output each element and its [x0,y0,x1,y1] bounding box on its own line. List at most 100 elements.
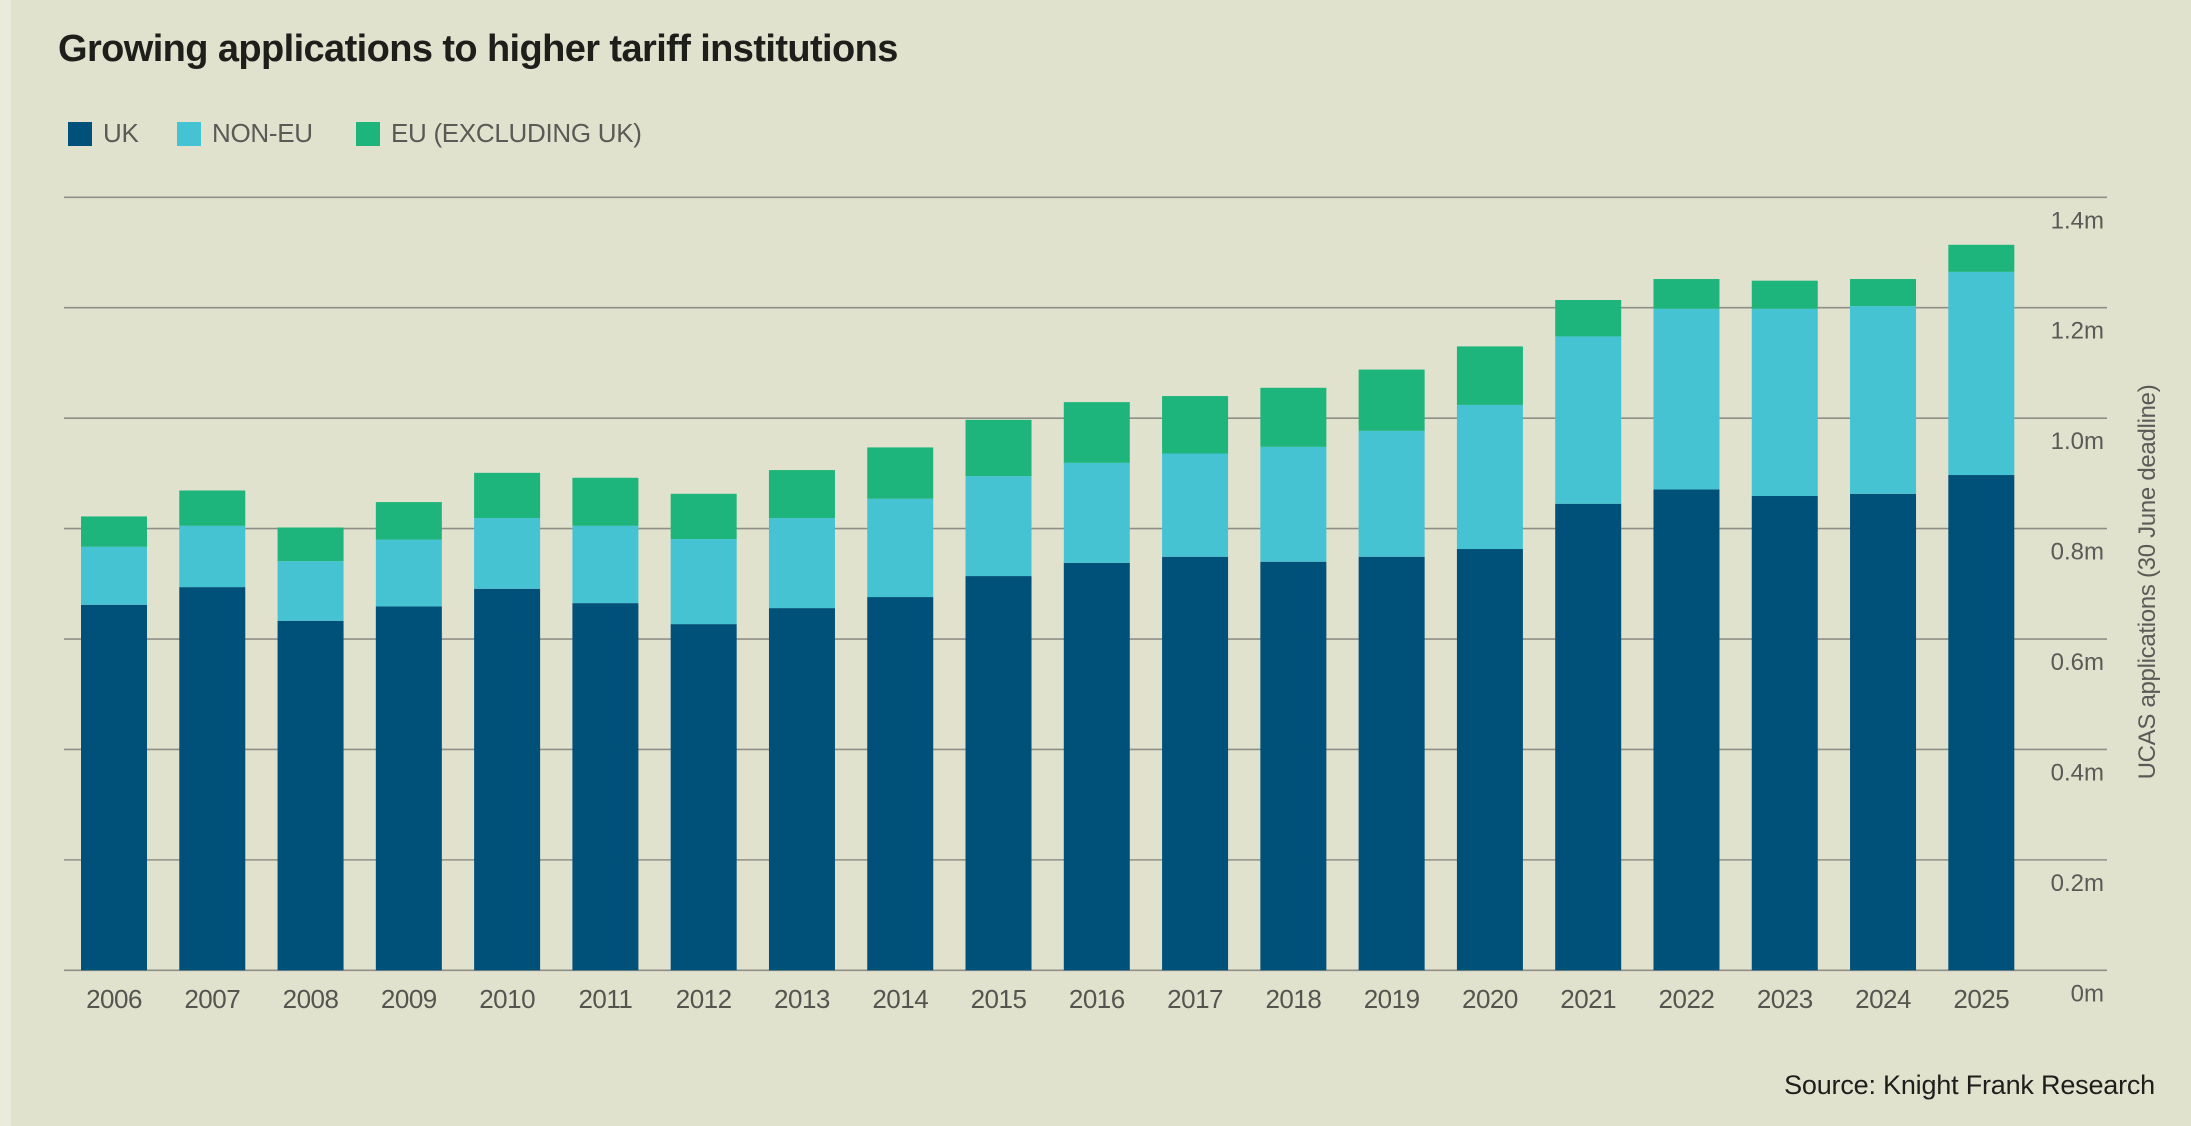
bar-segment-non-eu-2021 [1555,336,1622,504]
bar-segment-uk-2021 [1555,503,1622,971]
bar-group-2025 [1948,244,2015,971]
bar-segment-eu-excluding-uk-2011 [572,477,639,526]
x-tick-label: 2019 [1364,984,1420,1014]
bar-segment-uk-2006 [81,604,147,971]
x-tick-label: 2025 [1953,984,2009,1014]
bar-segment-eu-excluding-uk-2013 [768,470,835,519]
bar-group-2009 [375,502,442,971]
bar-segment-non-eu-2019 [1358,430,1425,557]
bar-segment-eu-excluding-uk-2017 [1162,396,1229,454]
x-tick-label: 2014 [872,984,928,1014]
bar-segment-non-eu-2012 [670,539,737,625]
y-axis-title: UCAS applications (30 June deadline) [2134,385,2161,780]
bar-segment-uk-2009 [375,606,442,971]
bar-segment-eu-excluding-uk-2023 [1751,280,1818,309]
x-tick-label: 2015 [971,984,1027,1014]
bar-group-2006 [81,516,147,971]
legend-label-eu: EU (EXCLUDING UK) [391,118,642,148]
bar-group-2014 [867,447,934,971]
legend-swatch-eu [356,121,380,146]
x-tick-label: 2007 [184,984,240,1014]
bar-group-2022 [1653,279,1720,971]
bar-segment-eu-excluding-uk-2025 [1948,244,2015,272]
legend-item-non-eu: NON-EU [177,118,313,149]
y-tick-label: 1.0m [2051,428,2104,455]
bar-segment-non-eu-2017 [1162,453,1229,557]
left-edge-strip [0,0,11,1126]
legend-item-uk: UK [68,118,139,149]
bar-segment-non-eu-2014 [867,498,934,598]
bar-segment-non-eu-2006 [81,546,147,605]
bar-segment-eu-excluding-uk-2016 [1063,402,1130,463]
y-tick-label: 0m [2071,980,2104,1007]
bar-group-2013 [768,470,835,971]
bar-segment-uk-2025 [1948,475,2015,971]
legend-label-uk: UK [103,118,139,148]
legend-swatch-non-eu [177,121,201,146]
bar-segment-eu-excluding-uk-2019 [1358,369,1425,431]
bar-segment-non-eu-2022 [1653,308,1720,490]
bar-segment-eu-excluding-uk-2020 [1456,346,1523,405]
x-tick-label: 2011 [578,984,632,1014]
bar-group-2007 [179,490,246,971]
x-tick-label: 2010 [479,984,535,1014]
bar-segment-uk-2018 [1260,561,1327,971]
bar-segment-uk-2022 [1653,489,1720,971]
bar-segment-eu-excluding-uk-2015 [965,419,1032,477]
bar-segment-non-eu-2007 [179,525,246,588]
bar-segment-non-eu-2023 [1751,308,1818,497]
bar-segment-non-eu-2015 [965,476,1032,577]
bar-group-2010 [474,472,541,971]
bar-segment-eu-excluding-uk-2007 [179,490,246,526]
bar-group-2015 [965,419,1032,971]
bar-segment-uk-2023 [1751,496,1818,971]
y-tick-label: 0.6m [2051,649,2104,676]
legend-swatch-uk [68,121,92,146]
bar-segment-uk-2011 [572,603,639,971]
bar-segment-uk-2015 [965,576,1032,971]
bar-group-2019 [1358,369,1425,971]
bar-segment-eu-excluding-uk-2021 [1555,299,1622,337]
bar-segment-uk-2019 [1358,556,1425,971]
y-tick-label: 1.2m [2051,318,2104,345]
x-tick-label: 2017 [1167,984,1223,1014]
bar-segment-eu-excluding-uk-2024 [1850,279,1917,307]
bar-segment-uk-2017 [1162,556,1229,971]
bars [81,244,2015,971]
bar-group-2011 [572,477,639,971]
bar-segment-eu-excluding-uk-2012 [670,493,737,540]
bar-segment-eu-excluding-uk-2014 [867,447,934,499]
legend-item-eu: EU (EXCLUDING UK) [356,118,642,149]
bar-segment-non-eu-2020 [1456,404,1523,550]
source-note: Source: Knight Frank Research [1784,1070,2155,1100]
bar-group-2016 [1063,402,1130,971]
bar-group-2020 [1456,346,1523,971]
x-tick-label: 2018 [1265,984,1321,1014]
chart-title: Growing applications to higher tariff in… [58,28,898,70]
x-tick-label: 2008 [283,984,339,1014]
bar-group-2024 [1850,279,1917,971]
x-tick-label: 2023 [1757,984,1813,1014]
x-tick-label: 2020 [1462,984,1518,1014]
bar-group-2018 [1260,387,1327,971]
bar-segment-uk-2008 [277,620,344,971]
bar-group-2021 [1555,299,1622,971]
x-tick-label: 2013 [774,984,830,1014]
x-tick-label: 2021 [1560,984,1616,1014]
bar-segment-uk-2016 [1063,562,1130,971]
x-tick-label: 2022 [1659,984,1715,1014]
bar-segment-non-eu-2010 [474,518,541,589]
bar-group-2023 [1751,280,1818,971]
bar-segment-uk-2020 [1456,549,1523,971]
y-tick-label: 0.8m [2051,539,2104,566]
bar-group-2008 [277,527,344,971]
bar-segment-eu-excluding-uk-2022 [1653,279,1720,309]
bar-segment-uk-2013 [768,608,835,971]
bar-segment-uk-2007 [179,587,246,971]
x-tick-label: 2012 [676,984,732,1014]
bar-segment-uk-2012 [670,624,737,971]
bar-segment-eu-excluding-uk-2009 [375,502,442,540]
x-tick-label: 2024 [1855,984,1911,1014]
bar-segment-non-eu-2024 [1850,306,1917,494]
